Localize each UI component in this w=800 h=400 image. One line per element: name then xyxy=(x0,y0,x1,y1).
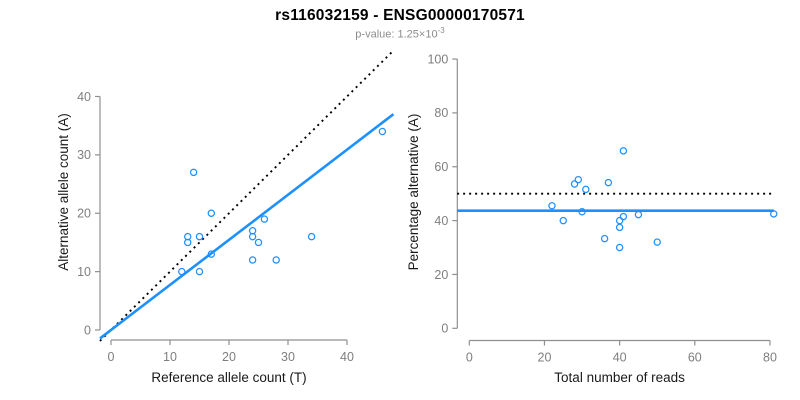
data-point xyxy=(207,209,216,217)
data-point xyxy=(248,256,257,264)
data-point xyxy=(582,185,590,194)
x-tick-label: 40 xyxy=(613,351,627,365)
fit-line xyxy=(99,113,395,340)
y-axis-title: Percentage alternative (A) xyxy=(406,114,421,271)
data-point xyxy=(619,212,628,221)
x-tick-label: 30 xyxy=(281,350,295,364)
data-point xyxy=(378,127,387,136)
data-point xyxy=(770,210,778,218)
data-point xyxy=(570,180,579,188)
y-tick-label: 10 xyxy=(77,265,91,279)
x-tick-label: 0 xyxy=(108,350,115,364)
x-tick-label: 10 xyxy=(163,350,177,364)
y-tick-label: 20 xyxy=(434,268,448,282)
data-point xyxy=(619,147,628,155)
data-point xyxy=(604,178,613,187)
x-tick-label: 20 xyxy=(538,351,552,365)
x-tick-label: 60 xyxy=(688,351,702,365)
data-point xyxy=(248,232,257,241)
data-point xyxy=(189,168,198,177)
x-tick-label: 0 xyxy=(466,351,473,365)
y-tick-label: 20 xyxy=(77,207,91,221)
y-tick-label: 100 xyxy=(427,52,448,66)
x-tick-label: 20 xyxy=(222,350,236,364)
data-point xyxy=(307,232,316,241)
data-point xyxy=(260,215,269,223)
data-point xyxy=(548,202,556,210)
y-tick-label: 40 xyxy=(434,214,448,228)
x-tick-label: 40 xyxy=(340,350,354,364)
data-point xyxy=(207,250,216,258)
y-tick-label: 0 xyxy=(441,322,448,336)
data-point xyxy=(195,232,204,241)
data-point xyxy=(254,238,263,247)
plot-title: rs116032159 - ENSG00000170571 xyxy=(275,7,525,24)
y-tick-label: 60 xyxy=(434,160,448,174)
plot-subtitle: p-value: 1.25×10-3 xyxy=(0,26,800,41)
data-point xyxy=(615,223,624,232)
data-point xyxy=(600,234,609,243)
data-point xyxy=(183,238,192,247)
data-point xyxy=(578,207,586,216)
data-point xyxy=(574,175,583,184)
x-axis-title: Total number of reads xyxy=(554,370,685,385)
data-point xyxy=(195,267,204,276)
scatter-chart-allele-counts: 0 10 20 30 40 0 10 20 30 40 Reference allele count… xyxy=(56,49,395,385)
data-point xyxy=(634,210,643,219)
y-tick-label: 40 xyxy=(77,90,91,104)
identity-line xyxy=(99,49,395,342)
y-tick-label: 30 xyxy=(77,148,91,162)
x-tick-label: 80 xyxy=(763,351,777,365)
data-point xyxy=(615,216,624,225)
y-tick-label: 80 xyxy=(434,106,448,120)
pvalue-exponent: -3 xyxy=(437,26,445,35)
scatter-chart-percentage-alternative: 0 20 40 60 80 0 20 40 60 80 100 Total number of rea… xyxy=(406,52,778,385)
y-axis-title: Alternative allele count (A) xyxy=(56,113,71,271)
pvalue-text: p-value: 1.25×10 xyxy=(355,28,438,41)
data-point xyxy=(272,256,280,264)
x-axis-title: Reference allele count (T) xyxy=(151,370,306,385)
data-point xyxy=(559,216,567,225)
data-point xyxy=(653,238,661,246)
data-point xyxy=(178,267,186,276)
y-tick-label: 0 xyxy=(84,323,91,337)
data-point xyxy=(615,243,624,252)
